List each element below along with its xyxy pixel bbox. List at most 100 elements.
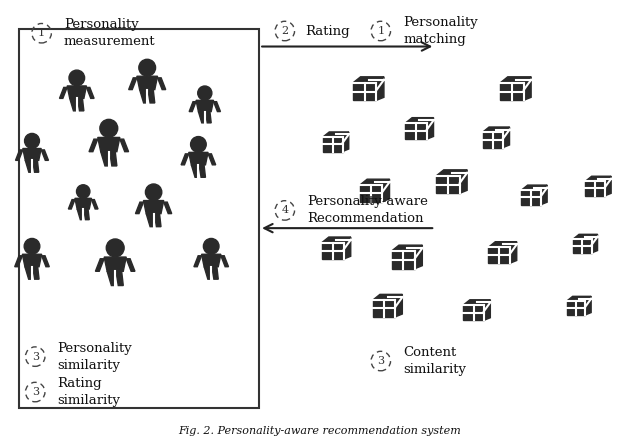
Polygon shape	[392, 251, 415, 268]
Polygon shape	[164, 202, 172, 214]
Polygon shape	[436, 176, 460, 193]
Polygon shape	[42, 256, 49, 267]
Text: 2: 2	[281, 26, 289, 36]
Polygon shape	[22, 254, 42, 267]
Ellipse shape	[69, 70, 84, 86]
Polygon shape	[181, 154, 189, 165]
Polygon shape	[191, 165, 198, 177]
Text: 3: 3	[31, 352, 39, 361]
Polygon shape	[503, 127, 509, 148]
Polygon shape	[25, 267, 31, 279]
Polygon shape	[84, 209, 89, 220]
Polygon shape	[415, 245, 422, 268]
Text: 1: 1	[377, 26, 385, 36]
Polygon shape	[199, 165, 205, 177]
Polygon shape	[322, 243, 344, 259]
Polygon shape	[107, 271, 115, 286]
Polygon shape	[100, 152, 108, 166]
Ellipse shape	[24, 238, 40, 254]
Text: 4: 4	[281, 206, 289, 215]
Polygon shape	[202, 254, 221, 267]
Polygon shape	[194, 256, 202, 267]
Polygon shape	[372, 300, 396, 317]
Polygon shape	[392, 245, 422, 251]
Polygon shape	[109, 152, 117, 166]
Polygon shape	[585, 296, 591, 315]
Polygon shape	[23, 148, 41, 160]
Ellipse shape	[191, 136, 206, 152]
Polygon shape	[189, 101, 196, 112]
Text: Rating
similarity: Rating similarity	[58, 377, 120, 407]
Ellipse shape	[106, 239, 124, 257]
Polygon shape	[68, 200, 75, 209]
Polygon shape	[573, 234, 598, 239]
Polygon shape	[196, 100, 214, 112]
Polygon shape	[436, 170, 467, 176]
Polygon shape	[360, 179, 390, 185]
Ellipse shape	[198, 86, 212, 100]
Text: Personality-aware
Recommendation: Personality-aware Recommendation	[307, 195, 428, 225]
Polygon shape	[510, 242, 516, 263]
Polygon shape	[60, 87, 67, 98]
Polygon shape	[405, 118, 433, 123]
Polygon shape	[372, 294, 403, 300]
Polygon shape	[488, 242, 516, 247]
Ellipse shape	[24, 133, 40, 148]
Text: Rating: Rating	[305, 24, 350, 38]
Polygon shape	[154, 214, 161, 227]
Polygon shape	[567, 301, 585, 315]
Ellipse shape	[139, 59, 156, 76]
Polygon shape	[205, 112, 211, 123]
Polygon shape	[41, 150, 49, 160]
Text: Personality
similarity: Personality similarity	[58, 342, 132, 372]
Ellipse shape	[145, 184, 162, 200]
Polygon shape	[605, 176, 611, 196]
Text: Content
similarity: Content similarity	[403, 346, 466, 376]
Polygon shape	[116, 271, 124, 286]
Polygon shape	[25, 160, 31, 172]
Polygon shape	[460, 170, 467, 193]
Polygon shape	[500, 83, 524, 100]
Ellipse shape	[204, 238, 219, 254]
Polygon shape	[33, 160, 39, 172]
Polygon shape	[212, 267, 218, 279]
Polygon shape	[322, 237, 351, 243]
Polygon shape	[396, 294, 403, 317]
Bar	[19, 29, 259, 408]
Polygon shape	[198, 112, 204, 123]
Polygon shape	[342, 132, 349, 152]
Polygon shape	[120, 139, 129, 152]
Polygon shape	[483, 132, 503, 148]
Polygon shape	[77, 98, 84, 111]
Polygon shape	[427, 118, 433, 139]
Polygon shape	[522, 190, 541, 205]
Polygon shape	[140, 89, 147, 103]
Text: Fig. 2. Personality-aware recommendation system: Fig. 2. Personality-aware recommendation…	[179, 426, 461, 436]
Polygon shape	[522, 185, 547, 190]
Polygon shape	[67, 86, 86, 98]
Polygon shape	[157, 78, 166, 89]
Ellipse shape	[77, 185, 90, 198]
Polygon shape	[376, 77, 384, 100]
Polygon shape	[204, 267, 211, 279]
Polygon shape	[586, 176, 611, 181]
Text: Personality
matching: Personality matching	[403, 16, 478, 46]
Polygon shape	[86, 87, 94, 98]
Polygon shape	[189, 152, 208, 165]
Polygon shape	[137, 76, 157, 89]
Polygon shape	[70, 98, 76, 111]
Polygon shape	[484, 300, 490, 320]
Polygon shape	[323, 132, 349, 137]
Polygon shape	[383, 179, 390, 202]
Polygon shape	[15, 150, 23, 160]
Text: Personality
measurement: Personality measurement	[64, 18, 156, 48]
Polygon shape	[483, 127, 509, 132]
Polygon shape	[148, 89, 155, 103]
Polygon shape	[136, 202, 143, 214]
Text: 1: 1	[38, 28, 45, 38]
Polygon shape	[92, 200, 98, 209]
Ellipse shape	[100, 119, 118, 137]
Polygon shape	[500, 77, 531, 83]
Polygon shape	[405, 123, 427, 139]
Polygon shape	[221, 256, 228, 267]
